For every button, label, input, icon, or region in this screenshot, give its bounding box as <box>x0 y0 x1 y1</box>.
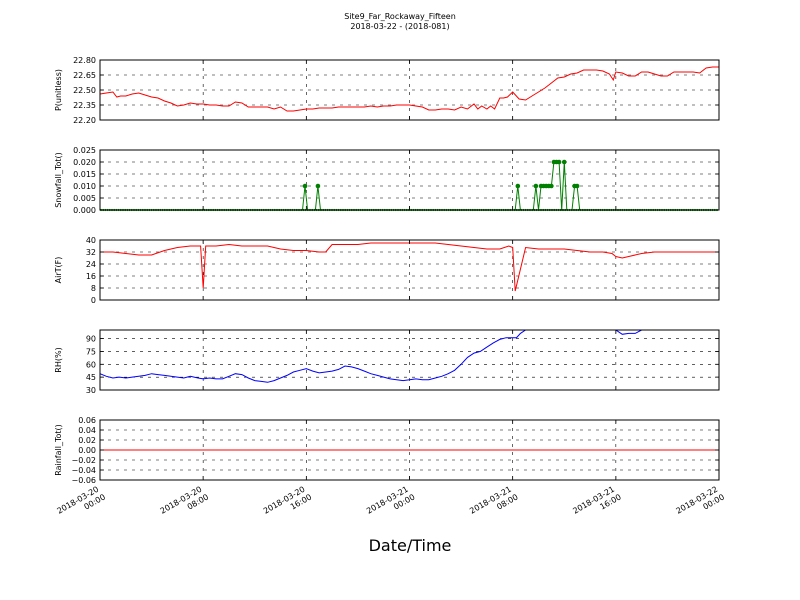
y-tick-label: 0.025 <box>73 146 96 155</box>
data-point <box>515 183 521 189</box>
y-tick-label: 22.65 <box>73 71 96 80</box>
y-tick-label: 24 <box>86 260 96 269</box>
y-tick-label: 0.020 <box>73 158 96 167</box>
y-tick-label: 45 <box>86 373 96 382</box>
y-axis-label: RH(%) <box>54 347 63 372</box>
y-tick-label: 0.010 <box>73 182 96 191</box>
y-tick-label: −0.02 <box>71 456 96 465</box>
y-tick-label: −0.04 <box>71 466 96 475</box>
y-tick-label: 30 <box>86 386 96 395</box>
data-point <box>574 183 580 189</box>
chart-subtitle: 2018-03-22 - (2018-081) <box>350 22 449 31</box>
y-tick-label: 60 <box>86 360 96 369</box>
y-axis-label: P(unitless) <box>54 69 63 111</box>
y-tick-label: 16 <box>86 272 96 281</box>
chart-title: Site9_Far_Rockaway_Fifteen <box>344 12 456 21</box>
y-tick-label: 32 <box>86 248 96 257</box>
y-tick-label: 0.06 <box>78 416 96 425</box>
data-point <box>533 183 539 189</box>
y-tick-label: 0.005 <box>73 194 96 203</box>
y-tick-label: 8 <box>91 284 96 293</box>
y-tick-label: 40 <box>86 236 96 245</box>
data-point <box>549 183 554 189</box>
y-tick-label: 0.000 <box>73 206 96 215</box>
subplot-4: 30 45 60 75 90 RH(%) <box>54 329 720 395</box>
y-tick-label: 0 <box>91 296 96 305</box>
subplots: 22.20 22.35 22.50 22.65 22.80 P(unitless) 0.00… <box>54 56 726 516</box>
data-point <box>556 159 562 165</box>
y-tick-label: 0.02 <box>78 436 96 445</box>
y-tick-label: 22.50 <box>73 86 96 95</box>
data-point <box>561 159 567 165</box>
y-axis-label: AirT(F) <box>54 257 63 284</box>
subplot-3: 0 8 16 24 32 40 AirT(F) <box>54 236 720 305</box>
y-tick-label: 75 <box>86 347 96 356</box>
y-tick-label: 22.20 <box>73 116 96 125</box>
y-tick-label: 22.35 <box>73 101 96 110</box>
y-tick-label: 22.80 <box>73 56 96 65</box>
y-tick-label: 0.04 <box>78 426 96 435</box>
subplot-1: 22.20 22.35 22.50 22.65 22.80 P(unitless) <box>54 56 720 125</box>
y-tick-label: −0.06 <box>71 476 96 485</box>
data-point <box>302 183 308 189</box>
x-axis-label: Date/Time <box>369 536 452 555</box>
series-line-P(unitless) <box>100 66 719 112</box>
y-axis-label: Rainfall_Tot() <box>54 424 63 476</box>
y-axis-label: Snowfall_Tot() <box>54 152 63 208</box>
series-line-RH(%) <box>100 330 642 383</box>
y-tick-label: 0.015 <box>73 170 96 179</box>
subplot-2: 0.000 0.005 0.010 0.015 0.020 0.025 Snowfall_T… <box>54 146 720 215</box>
data-point <box>315 183 321 189</box>
y-tick-label: 90 <box>86 335 96 344</box>
subplot-5: −0.06−0.04−0.020.000.020.040.06 Rainfall_… <box>54 416 720 485</box>
series-line-Snowfall_Tot() <box>100 161 719 210</box>
y-tick-label: 0.00 <box>78 446 96 455</box>
